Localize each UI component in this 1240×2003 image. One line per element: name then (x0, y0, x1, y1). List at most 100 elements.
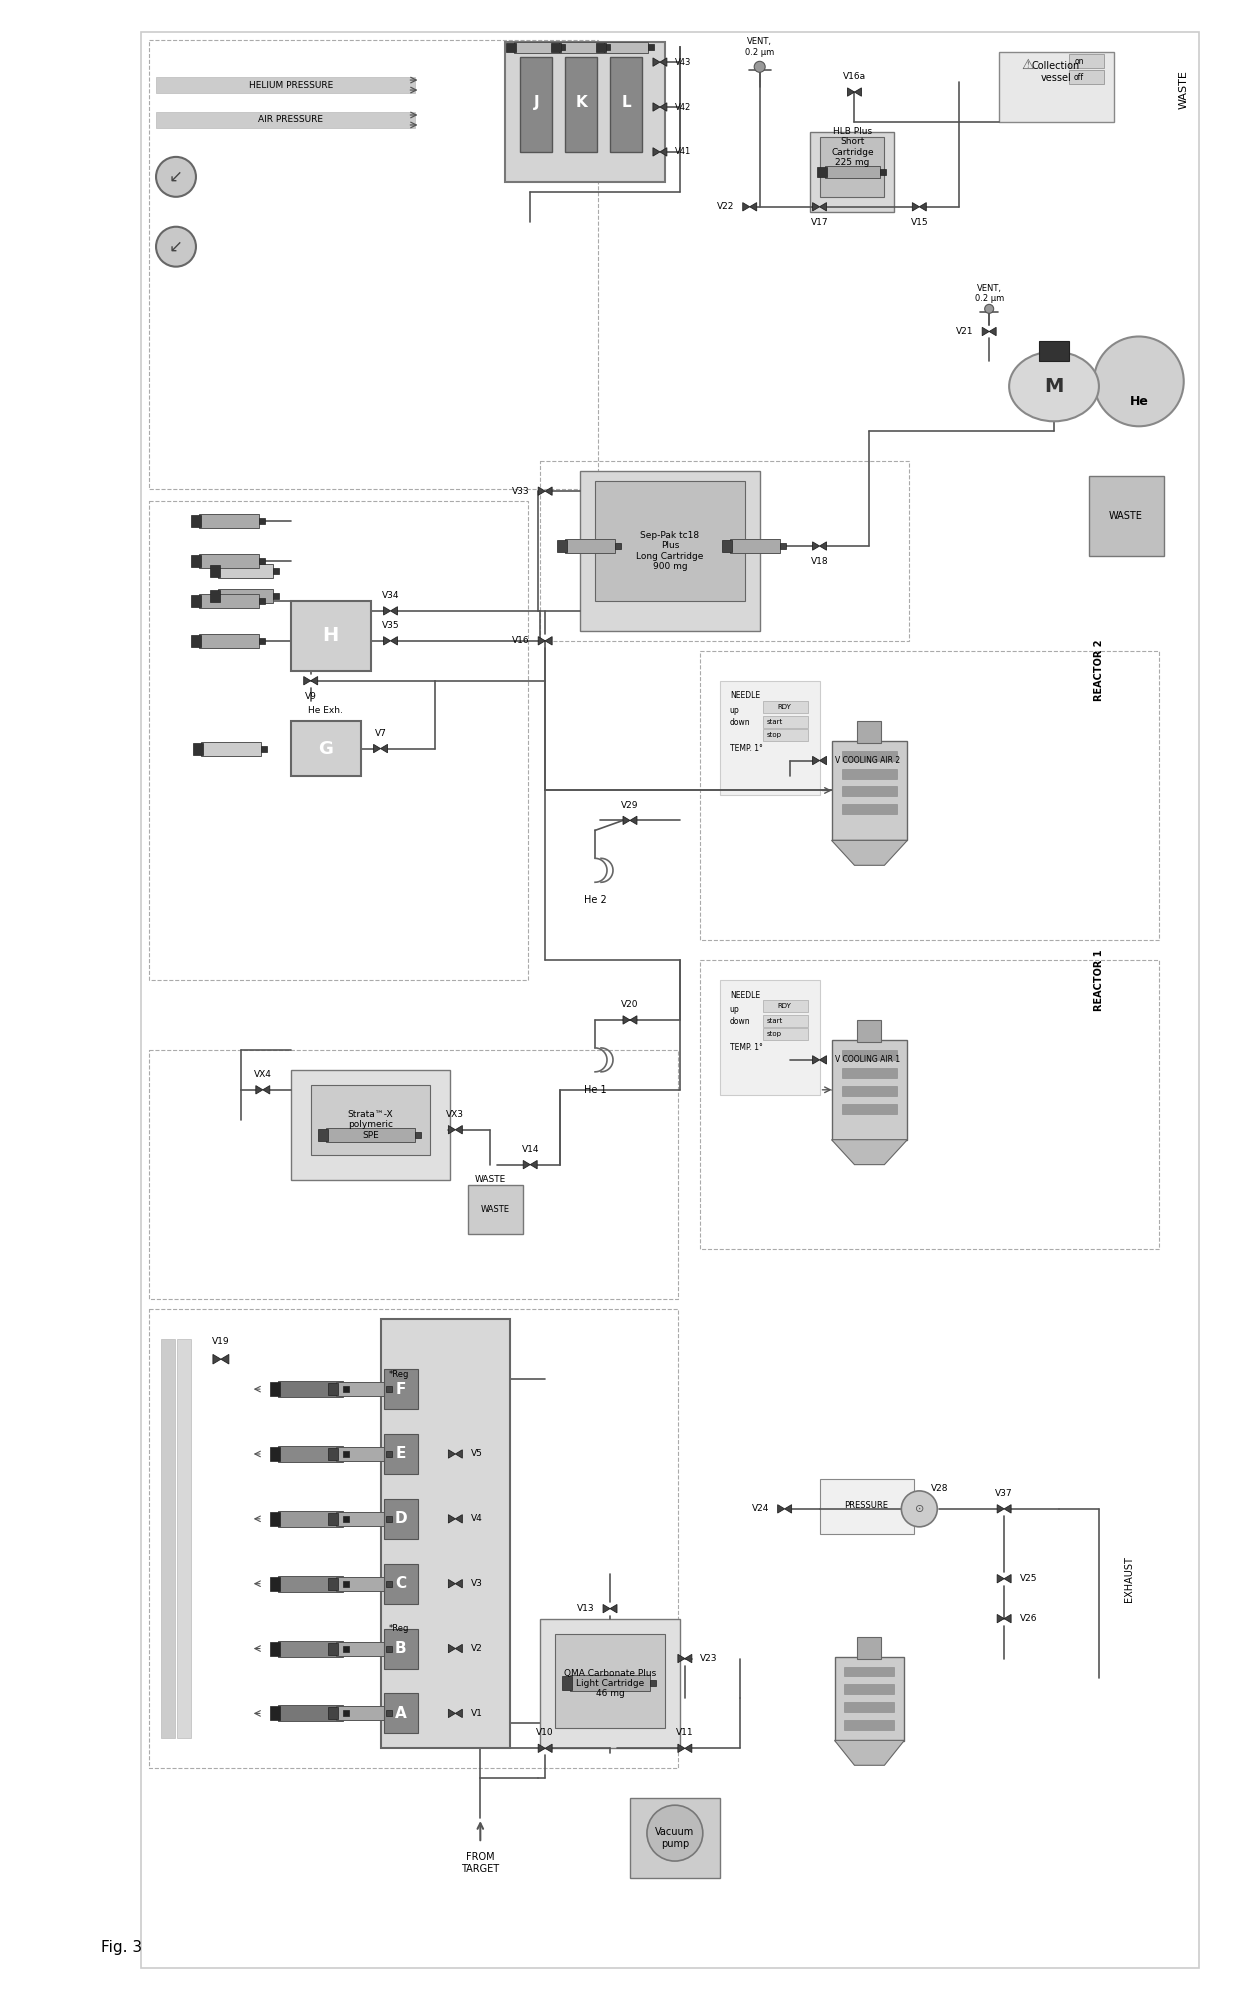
Bar (327, 1578, 337, 1590)
Polygon shape (373, 745, 381, 753)
Polygon shape (812, 1056, 820, 1064)
Text: TEMP. 1°: TEMP. 1° (730, 743, 763, 753)
Bar (191, 635, 201, 647)
Polygon shape (1004, 1614, 1011, 1622)
Bar (559, 42, 604, 52)
Bar (386, 1450, 392, 1456)
Text: D: D (394, 1512, 407, 1526)
Polygon shape (653, 102, 660, 112)
Text: WASTE: WASTE (475, 1176, 506, 1184)
Text: B: B (394, 1640, 407, 1656)
Polygon shape (546, 487, 552, 495)
Bar (343, 1450, 350, 1456)
Text: H: H (322, 627, 339, 645)
Polygon shape (777, 1504, 785, 1512)
Text: V1: V1 (471, 1709, 482, 1719)
Bar (259, 599, 265, 603)
Bar (842, 1104, 898, 1114)
Polygon shape (997, 1574, 1004, 1582)
Bar (383, 1434, 418, 1474)
Polygon shape (449, 1126, 455, 1134)
Text: down: down (730, 1018, 750, 1026)
Bar (278, 1576, 343, 1592)
Bar (541, 461, 909, 641)
Bar (273, 569, 279, 575)
Text: start: start (766, 1018, 782, 1024)
Bar (260, 745, 267, 751)
Polygon shape (213, 1354, 221, 1364)
Text: E: E (396, 1446, 405, 1462)
Text: on: on (1074, 56, 1084, 66)
Text: V11: V11 (676, 1729, 693, 1737)
Bar (270, 1576, 280, 1590)
Bar (336, 1512, 386, 1526)
Polygon shape (820, 757, 827, 765)
Bar (278, 1510, 343, 1526)
Bar (336, 1707, 386, 1721)
Polygon shape (538, 637, 546, 645)
Bar (699, 651, 1159, 939)
Bar (336, 1642, 386, 1656)
Polygon shape (743, 202, 750, 210)
Text: V COOLING AIR 1: V COOLING AIR 1 (835, 1056, 900, 1064)
Polygon shape (854, 88, 862, 96)
Polygon shape (660, 148, 667, 156)
Text: Fig. 3: Fig. 3 (102, 1941, 143, 1955)
Bar (198, 515, 259, 529)
Polygon shape (546, 1745, 552, 1753)
Bar (327, 1448, 337, 1460)
Polygon shape (820, 202, 827, 210)
Bar (610, 58, 642, 152)
Bar (383, 1693, 418, 1733)
Bar (858, 1636, 882, 1658)
Text: V16a: V16a (843, 72, 866, 82)
Polygon shape (603, 1604, 610, 1612)
Ellipse shape (1009, 351, 1099, 421)
Bar (327, 1642, 337, 1654)
Circle shape (647, 1805, 703, 1861)
Bar (722, 541, 732, 553)
Bar (844, 1721, 894, 1731)
Text: V17: V17 (811, 218, 828, 226)
Bar (149, 1310, 678, 1769)
Bar (810, 132, 894, 212)
Polygon shape (538, 487, 546, 495)
Bar (343, 1711, 350, 1717)
Bar (218, 565, 273, 579)
Text: V9: V9 (305, 691, 316, 701)
Bar (562, 1677, 572, 1691)
Polygon shape (847, 88, 854, 96)
Bar (415, 1132, 422, 1138)
Bar (156, 112, 415, 128)
Bar (386, 1646, 392, 1652)
Bar (825, 166, 880, 178)
Bar (386, 1386, 392, 1392)
Text: He: He (1130, 395, 1148, 409)
Circle shape (156, 226, 196, 266)
Text: RDY: RDY (777, 1004, 791, 1010)
Bar (556, 1634, 665, 1729)
Bar (763, 999, 807, 1012)
Polygon shape (997, 1504, 1004, 1512)
Polygon shape (455, 1580, 463, 1588)
Text: stop: stop (768, 731, 782, 737)
Text: WASTE: WASTE (481, 1206, 510, 1214)
Bar (999, 52, 1114, 122)
Bar (506, 42, 516, 52)
Polygon shape (304, 677, 311, 685)
Bar (259, 559, 265, 565)
Text: V41: V41 (676, 148, 692, 156)
Text: NEEDLE: NEEDLE (730, 691, 760, 701)
Text: V4: V4 (471, 1514, 482, 1524)
Polygon shape (449, 1514, 455, 1522)
Bar (198, 555, 259, 569)
Bar (278, 1382, 343, 1398)
Bar (343, 1516, 350, 1522)
Text: V37: V37 (996, 1488, 1013, 1498)
Text: V29: V29 (621, 801, 639, 809)
Polygon shape (785, 1504, 791, 1512)
Bar (832, 741, 908, 841)
Bar (201, 741, 260, 755)
Text: V21: V21 (956, 326, 973, 337)
Bar (842, 805, 898, 815)
